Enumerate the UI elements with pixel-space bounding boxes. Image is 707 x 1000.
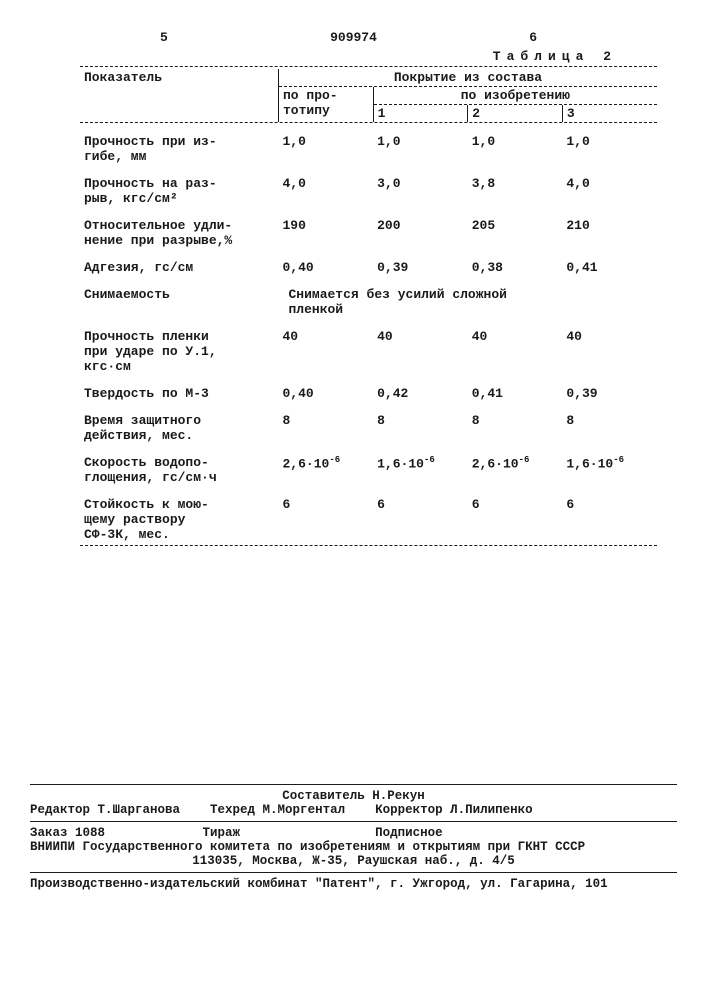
row-label: Прочность пленки при ударе по У.1, кгс·с… — [80, 328, 279, 375]
cell: 2,6·10-6 — [279, 454, 374, 486]
header-row: 5 909974 6 — [80, 30, 657, 45]
data-table: Показатель Покрытие из состава по про- т… — [80, 69, 657, 546]
cell: 6 — [468, 496, 563, 543]
cell: 8 — [373, 412, 468, 444]
doc-number: 909974 — [330, 30, 377, 45]
row-label: Адгезия, гс/см — [80, 259, 279, 276]
cell: 8 — [279, 412, 374, 444]
cell: 8 — [468, 412, 563, 444]
cell: 4,0 — [562, 175, 657, 207]
cell: 1,0 — [373, 133, 468, 165]
page-col-right: 6 — [529, 30, 537, 45]
col-header-3: 3 — [562, 105, 657, 122]
row-label: Прочность при из- гибе, мм — [80, 133, 279, 165]
col-header-1: 1 — [373, 105, 468, 122]
footer-credits: Редактор Т.Шарганова Техред М.Моргентал … — [30, 803, 677, 817]
col-header-2: 2 — [468, 105, 563, 122]
cell: 4,0 — [279, 175, 374, 207]
cell: 1,0 — [279, 133, 374, 165]
cell: 40 — [373, 328, 468, 375]
row-label: Твердость по М-3 — [80, 385, 279, 402]
row-label-snim: Снимаемость — [80, 286, 279, 318]
cell: 200 — [373, 217, 468, 249]
cell: 0,39 — [373, 259, 468, 276]
cell: 1,6·10-6 — [562, 454, 657, 486]
cell: 190 — [279, 217, 374, 249]
table-title: Таблица 2 — [80, 49, 617, 64]
footer-compiler: Составитель Н.Рекун — [30, 789, 677, 803]
cell: 40 — [279, 328, 374, 375]
row-label-water: Скорость водопо- глощения, гс/см·ч — [80, 454, 279, 486]
rule — [30, 872, 677, 873]
cell: 3,8 — [468, 175, 563, 207]
row-label: Время защитного действия, мес. — [80, 412, 279, 444]
cell: 0,38 — [468, 259, 563, 276]
footer-publisher: Производственно-издательский комбинат "П… — [30, 877, 677, 891]
row-label: Относительное удли- нение при разрыве,% — [80, 217, 279, 249]
cell: 0,42 — [373, 385, 468, 402]
cell: 0,40 — [279, 259, 374, 276]
cell: 2,6·10-6 — [468, 454, 563, 486]
cell: 1,0 — [562, 133, 657, 165]
cell: 6 — [562, 496, 657, 543]
cell: 8 — [562, 412, 657, 444]
cell: 0,39 — [562, 385, 657, 402]
page-col-left: 5 — [160, 30, 168, 45]
cell: 6 — [373, 496, 468, 543]
cell: 40 — [562, 328, 657, 375]
rule — [80, 66, 657, 67]
col-header-group: Покрытие из состава — [279, 69, 658, 86]
footer-order: Заказ 1088 Тираж Подписное — [30, 826, 677, 840]
cell: 1,6·10-6 — [373, 454, 468, 486]
cell: 3,0 — [373, 175, 468, 207]
rule — [30, 784, 677, 785]
col-header-param: Показатель — [80, 69, 279, 104]
row-label: Прочность на раз- рыв, кгс/см² — [80, 175, 279, 207]
cell: 205 — [468, 217, 563, 249]
col-header-invention: по изобретению — [373, 87, 657, 104]
cell: 0,41 — [562, 259, 657, 276]
cell: 0,40 — [279, 385, 374, 402]
page: 5 909974 6 Таблица 2 Показатель Покрытие… — [0, 0, 707, 566]
cell: 6 — [279, 496, 374, 543]
row-value-snim: Снимается без усилий сложной пленкой — [279, 286, 658, 318]
row-label: Стойкость к мою- щему раствору СФ-3К, ме… — [80, 496, 279, 543]
rule — [30, 821, 677, 822]
cell: 40 — [468, 328, 563, 375]
col-header-proto: по про- тотипу — [279, 87, 374, 122]
cell: 1,0 — [468, 133, 563, 165]
cell: 210 — [562, 217, 657, 249]
cell: 0,41 — [468, 385, 563, 402]
footer-org: ВНИИПИ Государственного комитета по изоб… — [30, 840, 677, 854]
footer: Составитель Н.Рекун Редактор Т.Шарганова… — [30, 780, 677, 891]
footer-addr: 113035, Москва, Ж-35, Раушская наб., д. … — [30, 854, 677, 868]
